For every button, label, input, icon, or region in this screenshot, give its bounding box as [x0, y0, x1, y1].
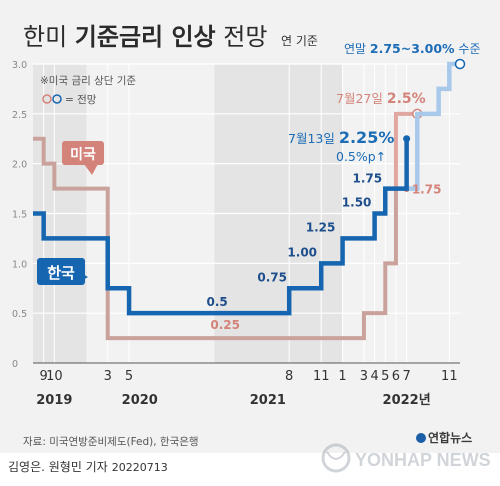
legend-us-circle [42, 94, 52, 104]
source-note: 자료: 미국연방준비제도(Fed), 한국은행 [23, 436, 199, 448]
us-tag-pointer [84, 164, 98, 175]
x-month-label: 6 [392, 369, 400, 384]
kr-july-value: 2.25% [339, 128, 395, 147]
us-projection-line [393, 111, 418, 189]
y-tick-label: 0.5 [12, 309, 27, 320]
x-year-label: 2021 [250, 393, 286, 408]
x-month-label: 3 [360, 369, 368, 384]
x-month-label: 11 [441, 369, 458, 384]
title-emphasis: 기준금리 인상 [75, 23, 216, 51]
us-july-value: 2.5% [387, 91, 426, 107]
us-july-callout: 7월27일 2.5% [336, 91, 426, 107]
value-label: 1.75 [352, 172, 382, 186]
x-month-label: 11 [313, 369, 330, 384]
value-label: 0.75 [257, 270, 287, 284]
x-month-label: 1 [338, 369, 346, 384]
x-month-label: 5 [125, 369, 133, 384]
legend-kr-circle [52, 94, 62, 104]
byline: 김영은. 원형민 기자 20220713 [8, 458, 168, 475]
x-month-label: 4 [370, 369, 378, 384]
x-month-label: 10 [46, 369, 63, 384]
kr-july-callout: 7월13일 2.25% [288, 128, 394, 147]
y-tick-label: 2.5 [12, 110, 27, 121]
kr-yearend-suffix: 수준 [455, 42, 481, 56]
kr-yearend-callout: 연말 2.75~3.00% 수준 [344, 41, 481, 56]
value-label: 1.25 [306, 220, 336, 234]
us-tag-box [62, 141, 104, 165]
x-month-label: 8 [285, 369, 293, 384]
x-month-label: 3 [104, 369, 112, 384]
value-label: 0.5 [207, 295, 228, 309]
kr-series-label: 한국 [47, 264, 75, 282]
kr-rate-line [33, 138, 409, 316]
byline-date: 20220713 [111, 461, 168, 474]
y-tick-label: 0 [12, 359, 18, 370]
unit-note: 연 기준 [281, 34, 318, 48]
x-month-label: 5 [381, 369, 389, 384]
x-year-label: 2019 [36, 393, 72, 408]
x-month-label: 9 [40, 369, 48, 384]
value-label: 0.25 [210, 318, 240, 332]
kr-projection-line [406, 61, 460, 191]
kr-yearend-value: 2.75~3.00% [370, 41, 455, 56]
title-suffix: 전망 [216, 23, 268, 51]
us-rate-line [33, 136, 407, 341]
y-tick-label: 1.5 [12, 210, 27, 221]
kr-tag-box [37, 258, 85, 285]
kr-july-change: 0.5%p↑ [336, 149, 386, 164]
y-tick-label: 3.0 [12, 60, 27, 71]
kr-current-dot [403, 135, 411, 143]
kr-tag-pointer [76, 270, 88, 284]
x-year-label: 2022년 [383, 393, 431, 408]
agency-dot-icon [416, 433, 426, 443]
legend-projection: = 전망 [65, 94, 97, 106]
watermark-globe-arc [326, 451, 346, 460]
legend-note: ※미국 금리 상단 기준 [40, 75, 136, 87]
watermark: YONHAP NEWS [321, 443, 491, 473]
watermark-globe-icon [321, 443, 351, 473]
agency-logo: 연합뉴스 [416, 429, 472, 446]
us-series-label: 미국 [70, 147, 96, 163]
agency-name: 연합뉴스 [428, 431, 473, 445]
y-tick-label: 1.0 [12, 259, 27, 270]
footer [0, 453, 500, 486]
title: 한미 기준금리 인상 전망 [23, 23, 267, 51]
byline-author: 김영은. 원형민 기자 [8, 460, 108, 474]
x-month-label: 7 [402, 369, 410, 384]
value-label: 1.75 [412, 183, 442, 197]
value-label: 1.50 [342, 196, 372, 210]
y-tick-label: 2.0 [12, 160, 27, 171]
watermark-text: YONHAP NEWS [355, 450, 491, 470]
title-prefix: 한미 [23, 23, 75, 51]
x-year-label: 2020 [122, 393, 158, 408]
kr-projection-marker [454, 58, 466, 70]
value-label: 1.00 [287, 245, 317, 259]
